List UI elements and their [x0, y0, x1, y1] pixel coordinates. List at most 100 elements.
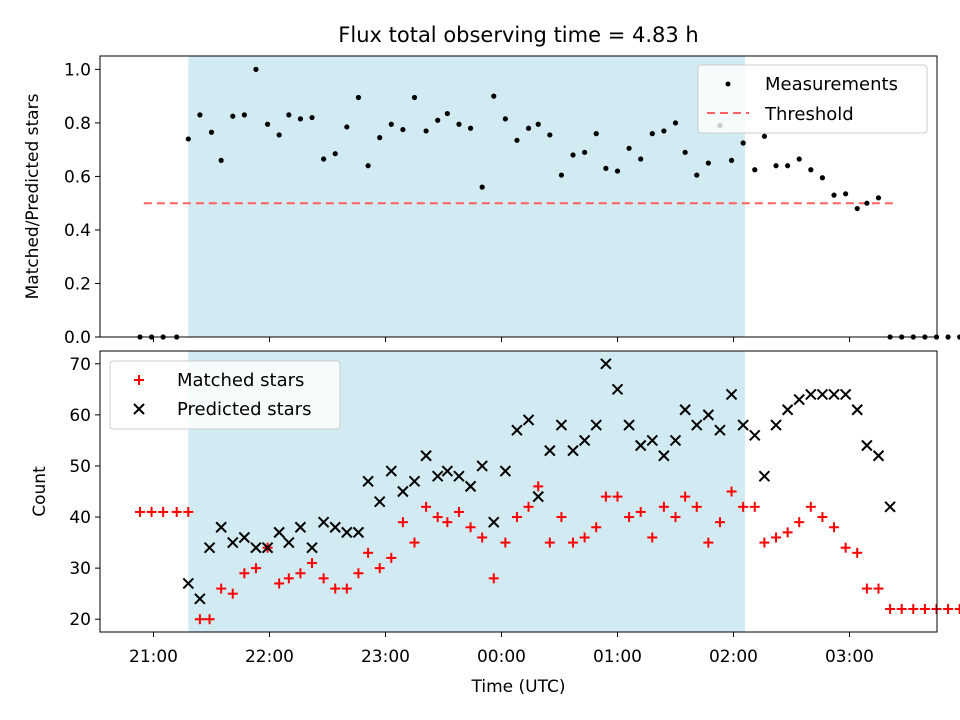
predicted-stars-legend-marker	[133, 403, 145, 415]
x-stroke-b	[488, 516, 500, 528]
bottom-y-ticks: 20 30 40 50 60 70	[69, 355, 100, 630]
top-observing-span	[188, 56, 746, 337]
x-stroke-b	[373, 496, 386, 508]
measurement-point	[344, 124, 350, 130]
predicted-star-point	[828, 388, 840, 401]
x-stroke-b	[658, 450, 670, 462]
measurement-point	[705, 160, 711, 166]
x-stroke-b	[385, 465, 398, 477]
measurement-point	[740, 140, 746, 146]
x-stroke-b	[793, 393, 805, 406]
predicted-star-point	[441, 465, 454, 477]
x-axis-label: Time (UTC)	[471, 677, 566, 697]
matched-star-point	[714, 517, 725, 528]
measurement-point	[377, 135, 383, 141]
predicted-star-point	[679, 404, 691, 416]
x-stroke-b	[215, 521, 227, 533]
matched-star-point	[817, 512, 828, 523]
measurement-point	[388, 121, 394, 127]
matched-star-point	[146, 506, 157, 517]
predicted-star-point	[294, 521, 307, 533]
measurement-point	[547, 132, 553, 138]
measurement-point	[582, 149, 588, 155]
y-tick-label: 60	[69, 406, 91, 426]
matched-star-point	[432, 512, 443, 523]
measurement-point	[796, 156, 802, 162]
measurement-point	[297, 116, 304, 122]
measurement-point	[208, 129, 215, 135]
measurement-point	[411, 94, 418, 101]
measurement-point	[535, 121, 541, 127]
matched-star-point	[749, 501, 760, 512]
predicted-star-point	[578, 434, 591, 447]
predicted-stars-legend-label: Predicted stars	[177, 399, 311, 420]
measurements-legend-marker	[725, 81, 731, 87]
x-stroke-b	[805, 388, 817, 401]
predicted-star-point	[691, 419, 703, 431]
matched-star-point	[511, 512, 522, 523]
measurement-point	[603, 165, 609, 171]
matched-star-point	[330, 583, 341, 594]
x-stroke-b	[737, 419, 749, 431]
x-stroke-b	[828, 388, 840, 401]
predicted-star-point	[522, 414, 535, 426]
matched-star-point	[896, 604, 907, 615]
measurement-point	[854, 205, 860, 212]
predicted-star-point	[431, 470, 444, 482]
x-stroke-b	[317, 516, 330, 528]
x-stroke-b	[532, 490, 544, 503]
predicted-star-point	[861, 439, 873, 452]
x-stroke-b	[872, 450, 885, 462]
x-stroke-b	[623, 419, 635, 431]
measurement-point	[276, 132, 282, 138]
x-stroke-b	[273, 526, 285, 539]
top-legend-box	[697, 64, 928, 134]
matched-star-point	[216, 583, 227, 594]
matched-star-point	[488, 573, 499, 584]
matched-star-point	[591, 522, 602, 533]
measurement-point	[502, 116, 508, 122]
measurement-point	[752, 167, 758, 173]
bottom-axes-frame	[99, 350, 938, 633]
predicted-star-point	[215, 521, 227, 533]
x-stroke-b	[725, 388, 738, 401]
matched-star-point	[453, 506, 464, 517]
x-stroke-b	[816, 388, 829, 401]
predicted-star-point	[816, 388, 829, 401]
x-stroke-b	[522, 414, 535, 426]
measurement-point	[435, 117, 441, 123]
measurement-point	[614, 168, 621, 174]
matched-star-point	[171, 506, 182, 517]
x-stroke-b	[884, 501, 896, 513]
x-stroke-b	[194, 593, 206, 605]
matched-star-point	[307, 558, 318, 569]
matched-star-point	[680, 491, 691, 502]
matched-star-point	[500, 537, 511, 548]
measurement-point	[491, 93, 497, 99]
measurement-point	[957, 334, 960, 340]
x-stroke-b	[441, 465, 454, 477]
matched-star-point	[250, 563, 261, 574]
y-tick-label: 0.6	[64, 167, 91, 187]
measurement-point	[355, 94, 362, 101]
measurement-point	[570, 152, 576, 158]
matched-star-point	[954, 604, 960, 615]
x-stroke-b	[420, 450, 432, 462]
measurement-point	[456, 121, 462, 127]
bottom-legend: Matched stars Predicted stars	[109, 360, 341, 430]
x-stroke-b	[227, 536, 239, 549]
x-stroke-b	[851, 404, 863, 416]
matched-star-point	[759, 537, 770, 548]
y-tick-label: 30	[69, 559, 91, 579]
matched-star-point	[568, 537, 579, 548]
matched-star-point	[465, 522, 476, 533]
measurement-point	[661, 128, 667, 134]
measurement-point	[785, 163, 791, 169]
measurement-point	[875, 195, 882, 201]
threshold-legend-label: Threshold	[764, 104, 854, 125]
matched-star-point	[612, 491, 623, 502]
matched-stars-legend-label: Matched stars	[177, 370, 304, 391]
x-stroke-b	[861, 439, 873, 452]
matched-star-point	[624, 512, 635, 523]
matched-star-point	[363, 547, 374, 558]
